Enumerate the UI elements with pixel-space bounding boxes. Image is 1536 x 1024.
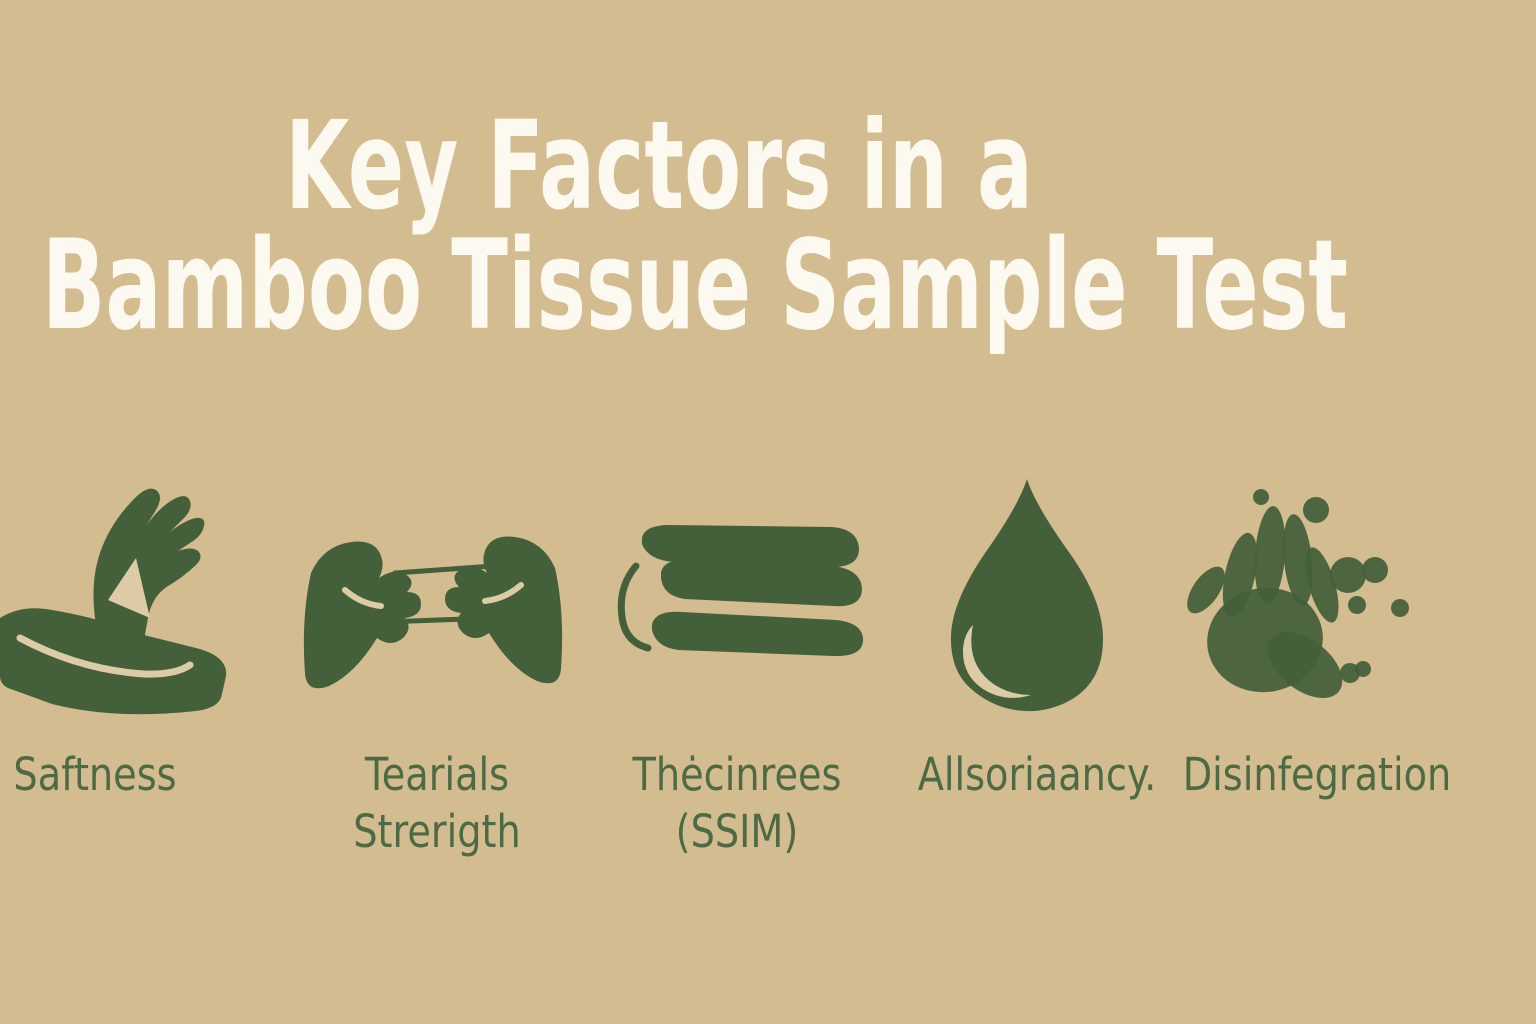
label-disintegration: Disinfegration bbox=[1183, 746, 1452, 860]
label-line: Strerigth bbox=[353, 805, 521, 858]
label-tensile-strength: Tearials Strerigth bbox=[353, 746, 521, 860]
label-line: Disinfegration bbox=[1182, 748, 1452, 801]
title-line-2: Bamboo Tissue Sample Test bbox=[42, 214, 1348, 358]
stretching-hands-icon bbox=[303, 536, 563, 689]
label-absorbency: Allsoriaancy. bbox=[918, 746, 1157, 860]
label-line bbox=[1183, 803, 1452, 860]
label-line: Allsoriaancy. bbox=[917, 748, 1157, 801]
label-line bbox=[13, 803, 176, 860]
label-line: Saftness bbox=[13, 748, 177, 801]
label-line bbox=[918, 803, 1157, 860]
label-thickness: Thėcinrees (SSIM) bbox=[633, 746, 842, 860]
handprint-splatter-icon bbox=[1187, 489, 1409, 698]
label-softness: Saftness bbox=[13, 746, 176, 860]
tissue-stack-icon bbox=[617, 525, 864, 657]
label-line: Tearials bbox=[364, 748, 510, 801]
label-line: Thėcinrees bbox=[632, 748, 842, 801]
page-title: Key Factors in a Bamboo Tissue Sample Te… bbox=[42, 95, 1348, 358]
title-line-1: Key Factors in a bbox=[285, 95, 1033, 237]
right-hand bbox=[445, 536, 563, 684]
label-line: (SSIM) bbox=[675, 805, 799, 858]
left-hand bbox=[303, 541, 421, 689]
water-drop-icon bbox=[950, 479, 1103, 712]
softness-hand-icon bbox=[0, 488, 227, 715]
